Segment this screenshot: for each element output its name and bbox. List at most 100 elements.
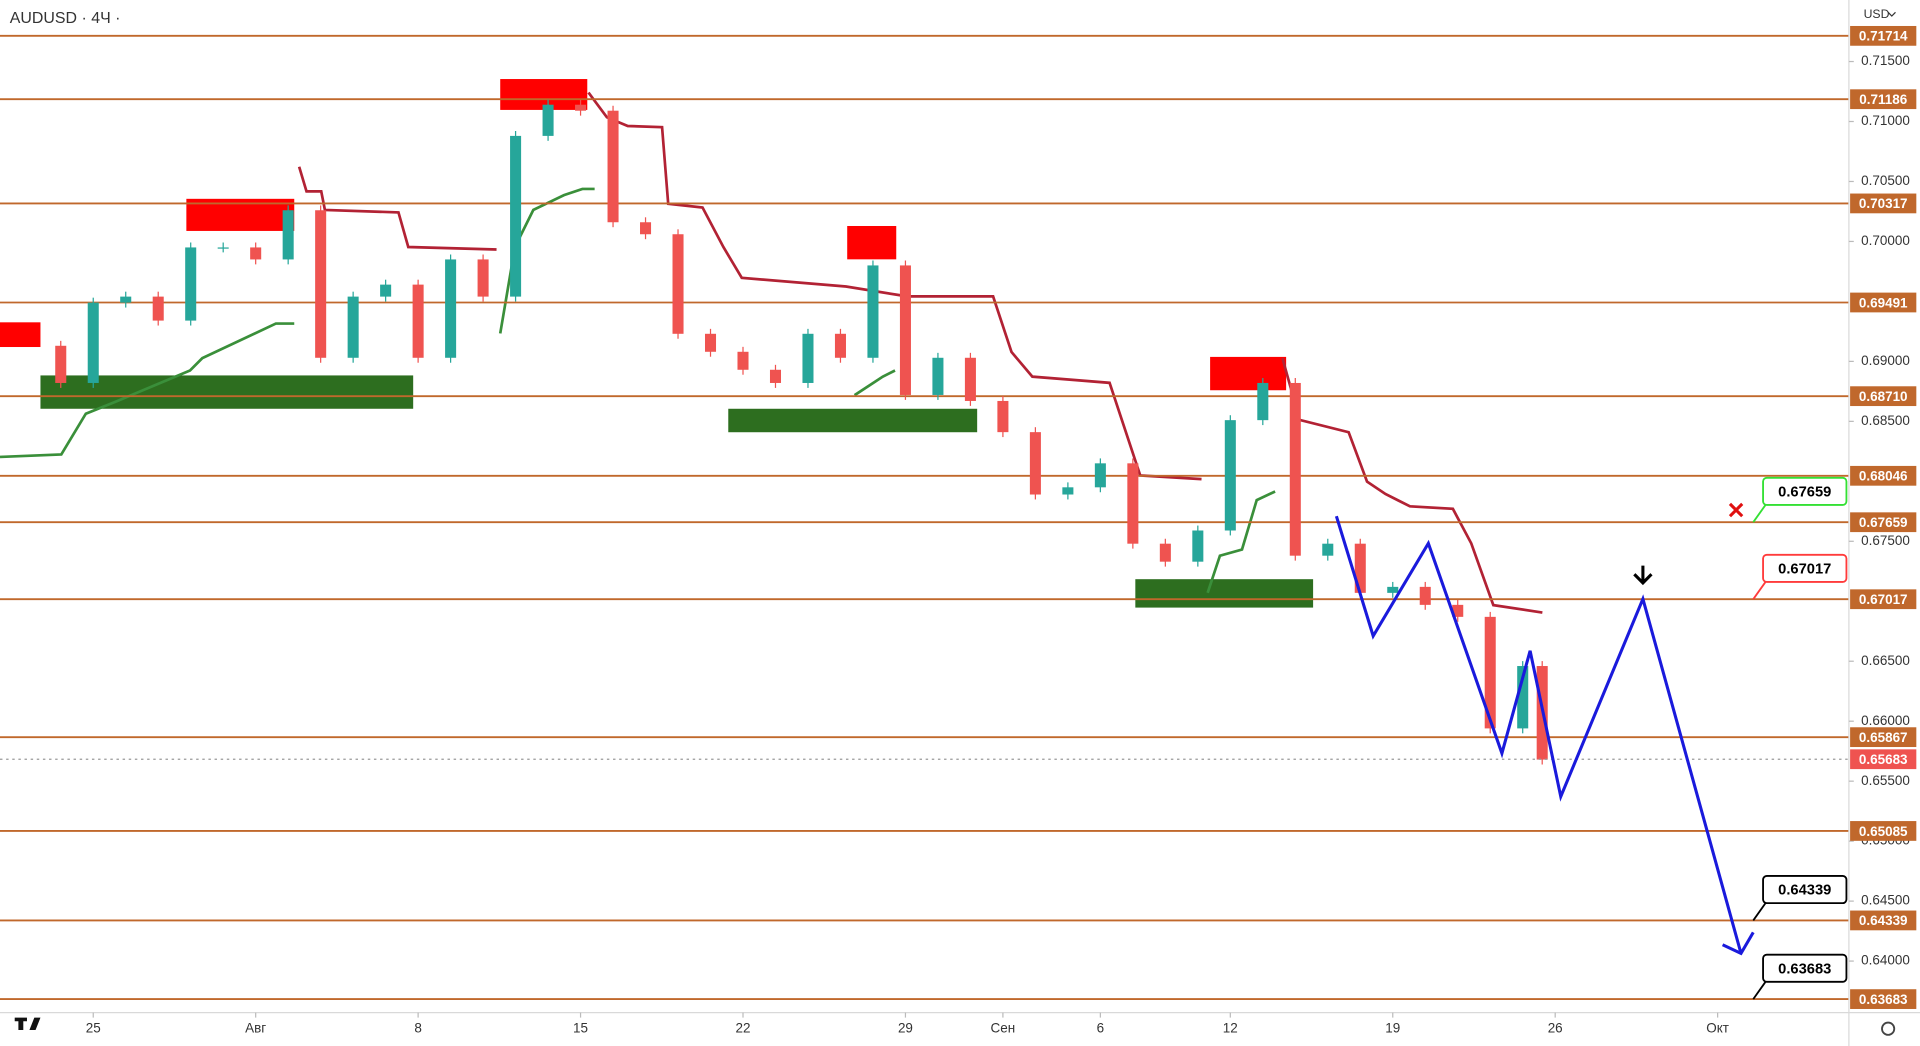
candle-body — [1094, 463, 1106, 488]
candle-body — [282, 210, 294, 260]
y-tick-label: 0.66500 — [1861, 653, 1910, 668]
callout-pointer — [1752, 981, 1767, 1000]
settings-icon[interactable] — [1881, 1021, 1896, 1036]
candle-body — [412, 284, 424, 358]
x-tick-label: 29 — [898, 1020, 913, 1035]
candle-body — [802, 333, 814, 383]
candle-body — [834, 333, 846, 358]
candle-body — [932, 357, 944, 395]
level-tag-label: 0.71186 — [1859, 92, 1907, 107]
candle-body — [964, 357, 976, 401]
cancel-mark — [1728, 502, 1744, 518]
callout-label: 0.67017 — [1778, 561, 1831, 577]
candle-body — [120, 296, 132, 303]
candle-body — [152, 296, 164, 321]
x-tick-label: 6 — [1097, 1020, 1105, 1035]
marks: 0.67659 0.67017 0.64339 0.63683 — [0, 34, 1849, 1001]
x-tick-label: Окт — [1706, 1020, 1729, 1035]
candle-body — [1354, 543, 1366, 593]
candle-body — [55, 345, 67, 383]
y-tick-label: 0.66000 — [1861, 713, 1910, 728]
x-tick-label: 22 — [736, 1020, 751, 1035]
candle-body — [899, 265, 911, 395]
zones — [0, 79, 1314, 608]
x-tick-label: Авг — [245, 1020, 266, 1035]
candle-body — [185, 247, 197, 321]
supertrend-up — [853, 369, 896, 397]
y-tick-label: 0.65500 — [1861, 773, 1910, 788]
candle-body — [997, 400, 1009, 433]
level-tag — [1850, 25, 1917, 46]
candle-body — [380, 284, 392, 297]
demand-zone — [728, 408, 978, 433]
candle-body — [1192, 530, 1204, 562]
x-tick-label: 25 — [86, 1020, 101, 1035]
candle-body — [1452, 604, 1464, 617]
candle-body — [1517, 666, 1529, 729]
candle-body — [1224, 420, 1236, 531]
x-tick-label: 26 — [1548, 1020, 1563, 1035]
candle-body — [477, 259, 489, 297]
projection-path — [1334, 515, 1743, 954]
level-tag-label: 0.65867 — [1859, 730, 1908, 745]
candle-body — [1062, 487, 1074, 495]
callout-label: 0.64339 — [1778, 883, 1831, 899]
candle-body — [1289, 382, 1301, 556]
candle-body — [347, 296, 359, 358]
level-tag — [1850, 292, 1917, 313]
x-tick-label: 19 — [1385, 1020, 1400, 1035]
last-price-label: 0.65683 — [1859, 752, 1908, 767]
candle-body — [737, 351, 749, 370]
y-tick-label: 0.70000 — [1861, 233, 1910, 248]
y-tick-label: 0.67500 — [1861, 533, 1910, 548]
level-tag-label: 0.64339 — [1859, 913, 1908, 928]
level-tag-label: 0.67659 — [1859, 515, 1908, 530]
currency-chevron[interactable] — [1887, 11, 1896, 17]
supertrend-down — [1281, 357, 1543, 614]
callout-box — [1762, 953, 1848, 983]
candle-body — [445, 259, 457, 358]
level-tag-label: 0.67017 — [1859, 592, 1908, 607]
candle-body — [1484, 616, 1496, 729]
level-tag-label: 0.69491 — [1859, 295, 1908, 310]
x-tick-label: Сен — [991, 1020, 1016, 1035]
axis: 0.71500 0.71000 0.70500 0.70000 0.69000 0.685… — [86, 25, 1917, 1035]
level-tag-label: 0.65085 — [1859, 824, 1908, 839]
projection-arrowhead — [1721, 931, 1755, 956]
logo — [14, 1017, 41, 1030]
callout-pointer — [1752, 504, 1767, 523]
level-tag — [1850, 727, 1917, 748]
chart-title: AUDUSD · 4Ч · — [10, 10, 121, 27]
supertrend-up — [0, 322, 295, 459]
level-tag — [1850, 821, 1917, 841]
level-tag — [1850, 386, 1917, 407]
candle-body — [704, 333, 717, 352]
y-tick-label: 0.64000 — [1861, 953, 1910, 968]
candle-body — [769, 369, 782, 383]
candle-body — [672, 234, 684, 334]
candle-body — [1419, 586, 1431, 605]
callout-label: 0.67659 — [1778, 484, 1831, 500]
candle-body — [1387, 586, 1399, 593]
currency-label[interactable]: USD — [1864, 7, 1890, 21]
callout-box — [1762, 476, 1848, 506]
candle-body — [1257, 382, 1269, 421]
y-tick-label: 0.71500 — [1861, 53, 1910, 68]
demand-zone — [1135, 579, 1314, 608]
candle-body — [867, 265, 879, 358]
y-tick-label: 0.69000 — [1861, 353, 1910, 368]
candle-body — [1127, 463, 1139, 544]
x-tick-label: 8 — [414, 1020, 422, 1035]
supertrend-down — [297, 166, 497, 251]
candle-body — [1159, 543, 1171, 562]
y-tick-label: 0.64500 — [1861, 893, 1910, 908]
level-tag — [1850, 512, 1917, 533]
supply-zone — [0, 322, 41, 348]
supertrend-up — [1206, 490, 1276, 594]
level-tag — [1850, 589, 1917, 610]
callout-box — [1762, 875, 1848, 905]
down-arrow — [1633, 565, 1653, 586]
candle-body — [575, 104, 587, 111]
candle-body — [1322, 543, 1334, 556]
